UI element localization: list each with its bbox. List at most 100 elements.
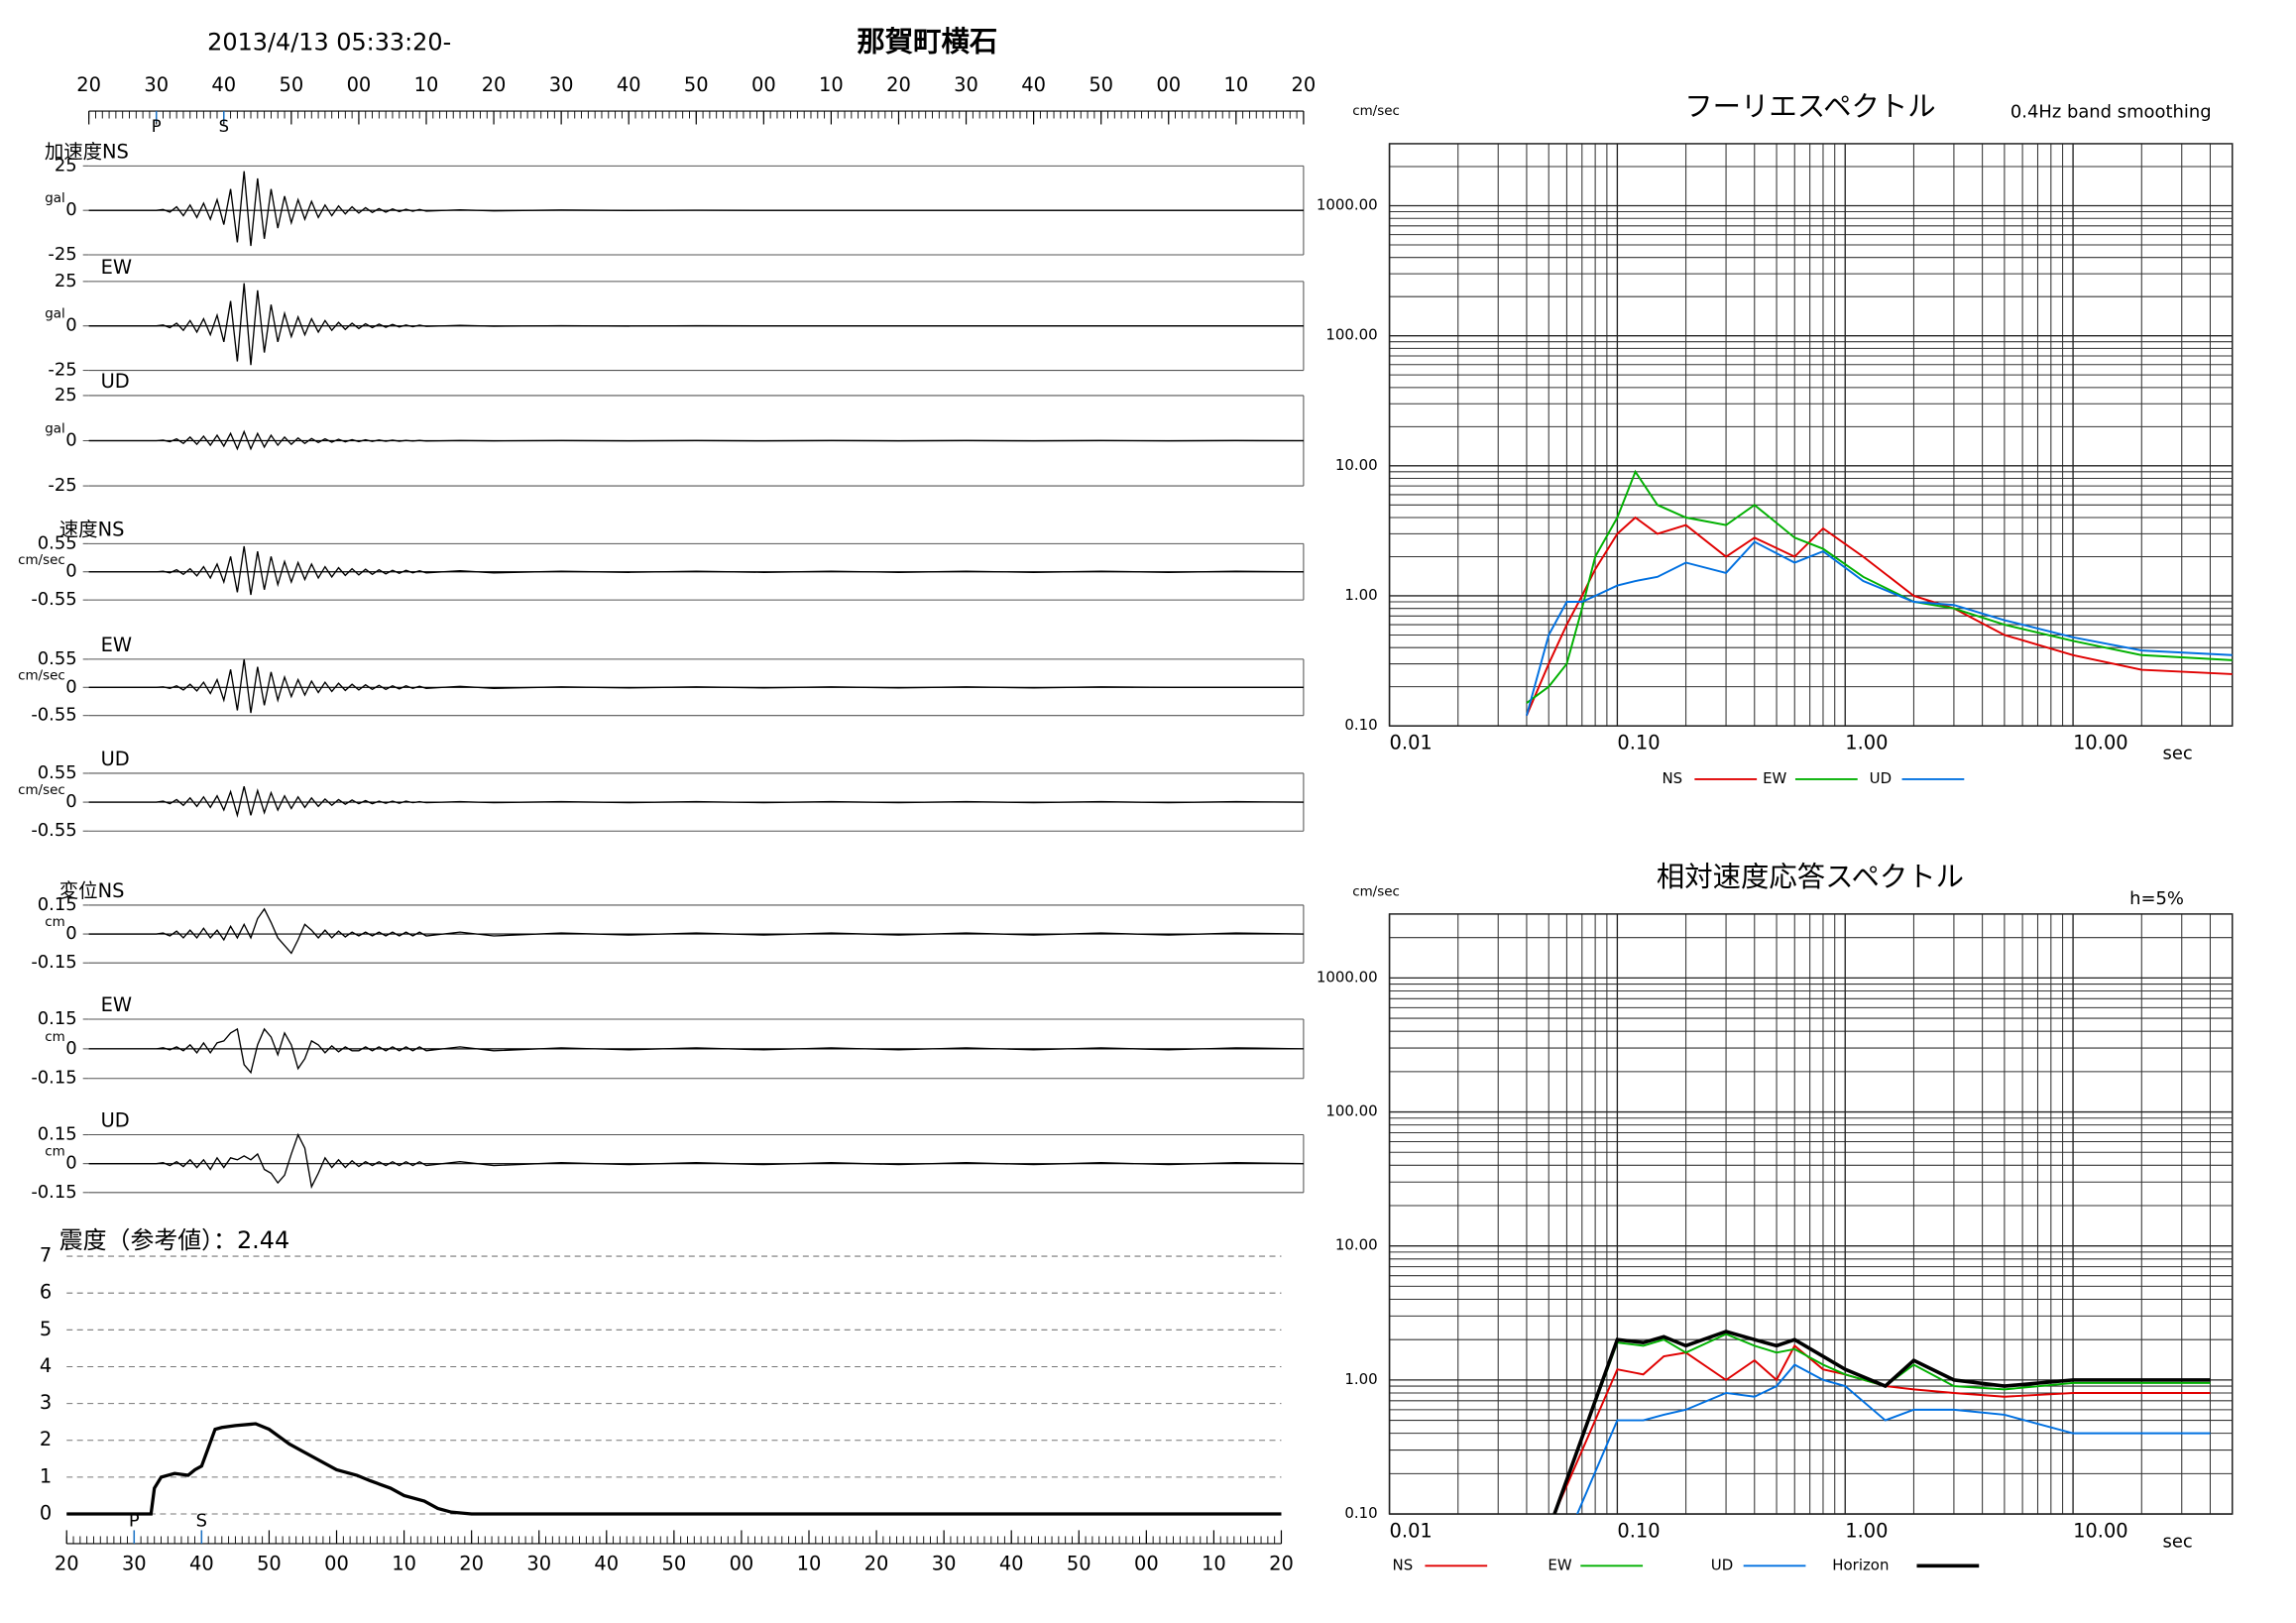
y-tick-label: -25 <box>48 244 76 265</box>
panel-label: UD <box>101 370 130 393</box>
y-tick-label: 10.00 <box>1335 456 1378 474</box>
x-tick-label: 10.00 <box>2073 732 2128 754</box>
y-tick-label: 0 <box>65 430 76 451</box>
chart-title: フーリエスペクトル <box>1684 90 1935 123</box>
y-tick-label: -0.15 <box>31 1182 76 1203</box>
x-tick-label: 20 <box>459 1552 484 1574</box>
y-tick-label: 100.00 <box>1325 326 1377 344</box>
x-tick-label: 0.01 <box>1390 1519 1433 1542</box>
x-tick-label: 10 <box>797 1552 822 1574</box>
y-tick-label: 0 <box>65 791 76 812</box>
y-tick-label: 3 <box>40 1391 52 1414</box>
y-tick-label: 1000.00 <box>1317 196 1378 214</box>
legend-label: UD <box>1711 1556 1733 1573</box>
x-tick-label: 20 <box>1269 1552 1294 1574</box>
y-tick-label: 0.15 <box>38 1008 77 1029</box>
x-tick-label: 20 <box>482 73 507 96</box>
waveform <box>88 429 1304 451</box>
unit-label: cm/sec <box>18 553 65 568</box>
x-tick-label: 20 <box>1292 73 1317 96</box>
x-tick-label: 10.00 <box>2073 1519 2128 1542</box>
x-tick-label: 40 <box>189 1552 214 1574</box>
x-tick-label: 00 <box>324 1552 349 1574</box>
x-tick-label: 20 <box>76 73 101 96</box>
y-tick-label: 0.55 <box>38 648 77 669</box>
unit-label: cm/sec <box>18 668 65 683</box>
x-tick-label: 40 <box>999 1552 1024 1574</box>
x-tick-label: 10 <box>414 73 439 96</box>
series-line <box>1526 516 2233 717</box>
waveform <box>88 1027 1304 1075</box>
x-tick-label: 00 <box>1134 1552 1159 1574</box>
y-tick-label: 0 <box>65 923 76 944</box>
panel-label: EW <box>101 256 132 279</box>
phase-label: S <box>219 117 229 136</box>
y-tick-label: -25 <box>48 360 76 381</box>
panel-label: EW <box>101 634 132 656</box>
series-line <box>1553 1333 2211 1515</box>
x-tick-label: 30 <box>122 1552 147 1574</box>
x-tick-label: 40 <box>1021 73 1046 96</box>
legend-label: NS <box>1662 769 1682 787</box>
x-tick-label: 30 <box>526 1552 551 1574</box>
chart-title: 相対速度応答スペクトル <box>1657 861 1964 893</box>
unit-label: gal <box>45 422 65 437</box>
y-axis-label: cm/sec <box>1352 104 1400 119</box>
chart-note: h=5% <box>2129 888 2184 909</box>
y-tick-label: -0.55 <box>31 589 76 610</box>
unit-label: gal <box>45 191 65 206</box>
x-tick-label: 10 <box>819 73 844 96</box>
x-tick-label: 50 <box>257 1552 282 1574</box>
y-tick-label: -0.15 <box>31 1068 76 1089</box>
y-tick-label: 0.15 <box>38 1124 77 1145</box>
phase-label: P <box>152 117 162 136</box>
x-tick-label: 00 <box>751 73 776 96</box>
x-tick-label: 40 <box>211 73 236 96</box>
phase-label: P <box>129 1511 140 1532</box>
waveform <box>88 171 1304 247</box>
chart-title: 那賀町横石 <box>857 25 997 58</box>
x-tick-label: 1.00 <box>1845 732 1888 754</box>
series-line <box>1553 1343 2211 1515</box>
x-tick-label: 00 <box>347 73 372 96</box>
y-tick-label: 1.00 <box>1344 1370 1377 1388</box>
y-tick-label: 6 <box>40 1281 52 1304</box>
waveform <box>88 907 1304 955</box>
y-tick-label: 0 <box>65 1153 76 1174</box>
panel-label: 加速度NS <box>45 140 129 163</box>
unit-label: cm <box>45 1145 64 1160</box>
y-tick-label: 0.15 <box>38 894 77 915</box>
x-tick-label: 10 <box>1202 1552 1226 1574</box>
x-tick-label: 40 <box>594 1552 619 1574</box>
legend-label: EW <box>1548 1556 1571 1573</box>
legend-label: Horizon <box>1832 1556 1889 1573</box>
panel-label: UD <box>101 748 130 770</box>
unit-label: cm <box>45 1030 64 1045</box>
intensity-line <box>66 1422 1282 1516</box>
unit-label: cm <box>45 915 64 930</box>
x-tick-label: 0.10 <box>1617 732 1660 754</box>
x-tick-label: 10 <box>392 1552 416 1574</box>
y-tick-label: 0 <box>65 1038 76 1059</box>
plot-frame <box>1388 143 2234 727</box>
chart-title: 震度（参考値）：2.44 <box>59 1226 289 1254</box>
y-tick-label: 4 <box>40 1354 52 1377</box>
plot-frame <box>1388 913 2234 1515</box>
x-tick-label: 50 <box>280 73 304 96</box>
y-tick-label: 0.10 <box>1344 716 1377 734</box>
y-tick-label: 100.00 <box>1325 1102 1377 1120</box>
waveform <box>88 283 1304 366</box>
y-tick-label: 0 <box>65 199 76 220</box>
x-tick-label: 20 <box>55 1552 79 1574</box>
y-tick-label: 25 <box>55 271 77 291</box>
x-tick-label: 00 <box>1156 73 1181 96</box>
x-tick-label: 1.00 <box>1845 1519 1888 1542</box>
y-tick-label: 1 <box>40 1464 52 1487</box>
phase-label: S <box>196 1511 207 1532</box>
waveform <box>88 786 1304 819</box>
x-tick-label: 20 <box>886 73 911 96</box>
series-line <box>1552 1330 2211 1515</box>
waveform <box>88 658 1304 714</box>
